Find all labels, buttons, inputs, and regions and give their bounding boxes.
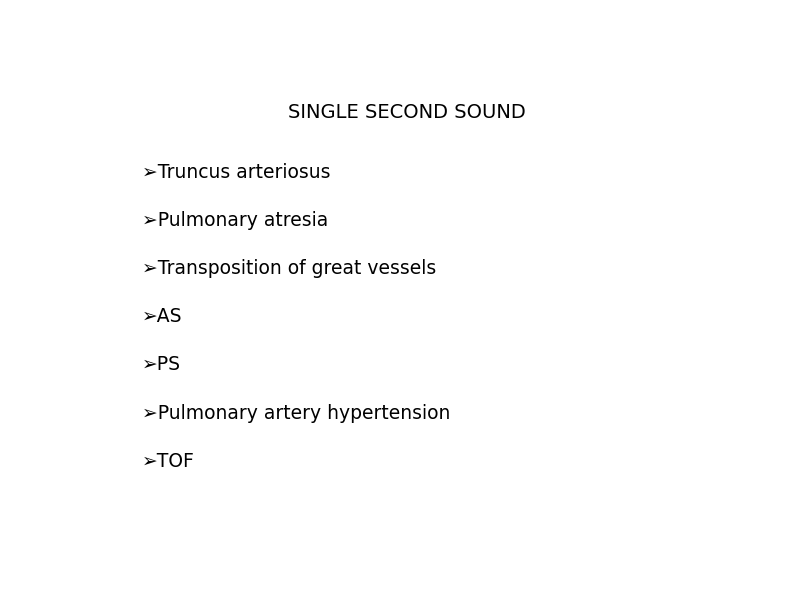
Text: ➢TOF: ➢TOF: [142, 452, 195, 471]
Text: ➢PS: ➢PS: [142, 355, 181, 374]
Text: SINGLE SECOND SOUND: SINGLE SECOND SOUND: [288, 104, 526, 123]
Text: ➢Pulmonary artery hypertension: ➢Pulmonary artery hypertension: [142, 403, 451, 422]
Text: ➢AS: ➢AS: [142, 308, 183, 326]
Text: ➢Transposition of great vessels: ➢Transposition of great vessels: [142, 259, 437, 278]
Text: ➢Pulmonary atresia: ➢Pulmonary atresia: [142, 211, 329, 230]
Text: ➢Truncus arteriosus: ➢Truncus arteriosus: [142, 163, 331, 182]
